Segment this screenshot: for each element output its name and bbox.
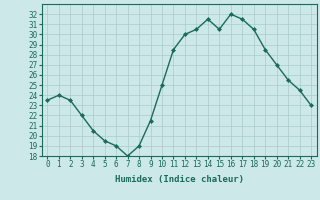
X-axis label: Humidex (Indice chaleur): Humidex (Indice chaleur) [115, 175, 244, 184]
